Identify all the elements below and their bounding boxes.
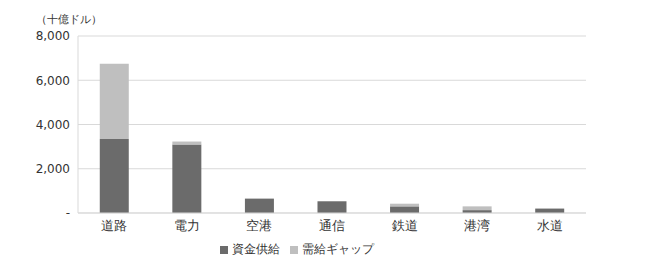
html-text:需給ギャップ: 需給ギャップ xyxy=(302,242,374,256)
svg-text:港湾: 港湾 xyxy=(464,218,490,233)
html-text:（十億ドル）: （十億ドル） xyxy=(36,13,102,26)
svg-text:鉄道: 鉄道 xyxy=(392,218,418,233)
html-text:資金供給: 資金供給 xyxy=(232,242,280,256)
svg-text:2,000: 2,000 xyxy=(36,162,70,176)
svg-text:4,000: 4,000 xyxy=(36,118,70,132)
svg-text:6,000: 6,000 xyxy=(36,74,70,88)
svg-text:電力: 電力 xyxy=(174,218,200,233)
svg-text:-: - xyxy=(66,206,70,220)
svg-text:通信: 通信 xyxy=(319,218,345,233)
svg-text:空港: 空港 xyxy=(246,218,272,233)
svg-text:水道: 水道 xyxy=(537,218,563,233)
svg-text:8,000: 8,000 xyxy=(36,29,70,43)
svg-text:道路: 道路 xyxy=(101,218,127,233)
